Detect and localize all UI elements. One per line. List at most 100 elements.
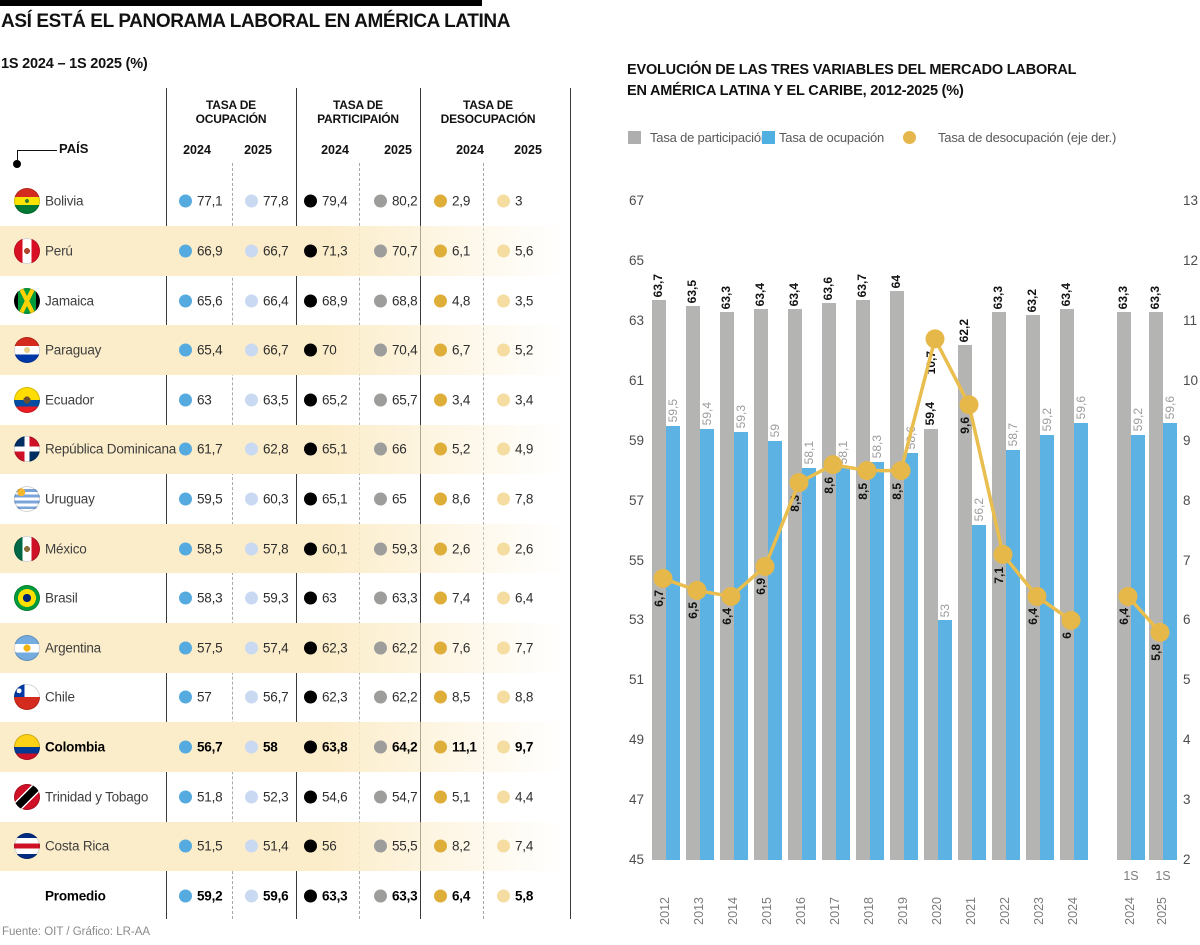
cell-value: 68,8 xyxy=(392,293,418,309)
pais-bullet-icon xyxy=(13,160,21,168)
flag-dominicana-icon xyxy=(14,436,40,463)
participacion-value-label: 63,3 xyxy=(719,285,733,309)
value-dot-icon xyxy=(434,790,447,804)
ocupacion-bar xyxy=(734,431,748,860)
cell-value: 7,4 xyxy=(515,838,534,854)
year-label: 2016 xyxy=(794,897,808,925)
value-dot-icon xyxy=(304,294,317,308)
value-dot-icon xyxy=(245,442,258,456)
value-dot-icon xyxy=(245,194,258,208)
participacion-bar xyxy=(1149,311,1163,860)
left-axis-tick: 45 xyxy=(628,852,644,867)
cell-value: 70,7 xyxy=(392,243,418,259)
cell-value: 59,2 xyxy=(197,888,223,904)
cell-value: 59,6 xyxy=(263,888,289,904)
value-dot-icon xyxy=(434,343,447,357)
desocupacion-value-label: 6,9 xyxy=(754,578,768,596)
ocupacion-value-label: 58,7 xyxy=(1005,423,1020,447)
value-dot-icon xyxy=(374,393,387,407)
flag-bolivia-icon xyxy=(14,188,40,215)
participacion-value-label: 63,4 xyxy=(787,282,801,306)
column-year-header: 2025 xyxy=(244,143,272,157)
value-dot-icon xyxy=(179,194,192,208)
value-dot-icon xyxy=(304,790,317,804)
value-dot-icon xyxy=(434,889,447,903)
value-dot-icon xyxy=(497,542,510,556)
left-axis-tick: 61 xyxy=(628,372,644,388)
cell-value: 64,2 xyxy=(392,739,418,755)
participacion-bar xyxy=(822,302,836,860)
year-label: 2021 xyxy=(964,897,978,925)
cell-value: 8,8 xyxy=(515,689,534,705)
left-axis-tick: 55 xyxy=(628,552,644,568)
ocupacion-value-label: 58,3 xyxy=(869,435,884,459)
cell-value: 56 xyxy=(322,838,337,854)
cell-value: 65,7 xyxy=(392,392,418,408)
ocupacion-bar xyxy=(1040,434,1054,860)
value-dot-icon xyxy=(304,393,317,407)
value-dot-icon xyxy=(434,690,447,704)
ocupacion-bar xyxy=(1163,422,1177,860)
cell-value: 59,5 xyxy=(197,491,223,507)
cell-value: 55,5 xyxy=(392,838,418,854)
value-dot-icon xyxy=(179,889,192,903)
country-name: Perú xyxy=(45,243,73,259)
flag-chile-icon xyxy=(14,684,40,711)
desocupacion-value-label: 8,5 xyxy=(856,482,870,500)
value-dot-icon xyxy=(245,393,258,407)
cell-value: 6,1 xyxy=(452,243,471,259)
value-dot-icon xyxy=(497,591,510,605)
value-dot-icon xyxy=(434,492,447,506)
country-name: Promedio xyxy=(45,888,106,904)
year-label: 2015 xyxy=(760,897,774,925)
participacion-value-label: 63,7 xyxy=(651,273,665,297)
cell-value: 57,8 xyxy=(263,541,289,557)
desocupacion-value-label: 6,4 xyxy=(1117,608,1131,626)
cell-value: 68,9 xyxy=(322,293,348,309)
left-axis-tick: 51 xyxy=(628,672,644,688)
cell-value: 66 xyxy=(392,441,407,457)
participacion-bar xyxy=(1117,311,1131,860)
ocupacion-value-label: 59,2 xyxy=(1130,408,1145,432)
left-axis-tick: 49 xyxy=(628,732,644,748)
value-dot-icon xyxy=(245,492,258,506)
value-dot-icon xyxy=(497,194,510,208)
participacion-value-label: 63,6 xyxy=(821,276,835,300)
cell-value: 2,6 xyxy=(452,541,471,557)
value-dot-icon xyxy=(497,839,510,853)
value-dot-icon xyxy=(179,641,192,655)
column-year-header: 2025 xyxy=(514,143,542,157)
left-axis-tick: 53 xyxy=(628,612,644,628)
value-dot-icon xyxy=(374,740,387,754)
cell-value: 56,7 xyxy=(263,689,289,705)
country-name: Costa Rica xyxy=(45,838,110,854)
country-name: México xyxy=(45,541,87,557)
cell-value: 5,1 xyxy=(452,789,471,805)
year-label: 2025 xyxy=(1155,897,1169,925)
cell-value: 62,3 xyxy=(322,689,348,705)
value-dot-icon xyxy=(179,393,192,407)
column-divider xyxy=(420,88,421,919)
value-dot-icon xyxy=(374,194,387,208)
value-dot-icon xyxy=(179,294,192,308)
value-dot-icon xyxy=(374,343,387,357)
value-dot-icon xyxy=(245,889,258,903)
cell-value: 63 xyxy=(322,590,337,606)
table-row: Argentina 57,5 57,4 62,3 62,2 7,6 7,7 xyxy=(0,623,570,673)
value-dot-icon xyxy=(245,294,258,308)
flag-paraguay-icon xyxy=(14,337,40,364)
value-dot-icon xyxy=(245,790,258,804)
cell-value: 56,7 xyxy=(197,739,223,755)
cell-value: 51,5 xyxy=(197,838,223,854)
country-name: Uruguay xyxy=(45,491,95,507)
value-dot-icon xyxy=(374,591,387,605)
value-dot-icon xyxy=(304,740,317,754)
legend-swatch-icon xyxy=(628,131,641,144)
participacion-value-label: 64 xyxy=(889,274,903,288)
cell-value: 63 xyxy=(197,392,212,408)
cell-value: 3 xyxy=(515,193,523,209)
ocupacion-value-label: 53 xyxy=(937,604,952,618)
cell-value: 6,7 xyxy=(452,342,471,358)
cell-value: 60,3 xyxy=(263,491,289,507)
